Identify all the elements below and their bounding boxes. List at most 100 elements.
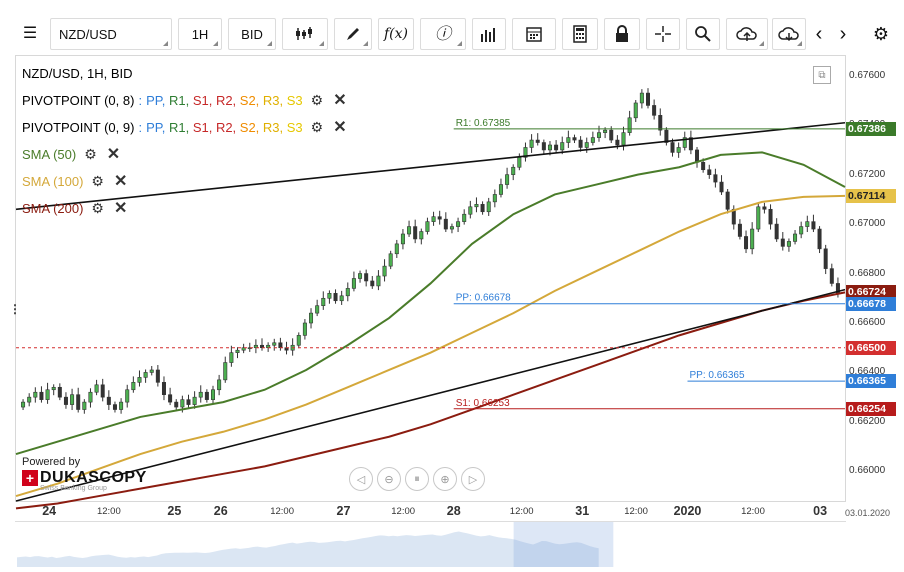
calendar-button[interactable] <box>512 18 556 50</box>
x-tick-label: 31 <box>575 504 590 518</box>
pivot2-items: PP, R1, S1, R2, S2, R3, S3 <box>146 114 303 141</box>
pivot1-close-icon[interactable]: ✕ <box>333 92 347 109</box>
nav-next-button[interactable]: ▷ <box>461 467 485 491</box>
pivot-item-s2: S2, <box>239 93 263 108</box>
menu-button[interactable]: ☰ <box>14 18 46 50</box>
info-icon: ⓘ <box>434 24 451 43</box>
triangle-right-icon: ▷ <box>468 473 478 486</box>
menu-icon: ☰ <box>22 25 38 42</box>
scroll-right-button[interactable]: › <box>832 18 854 50</box>
sma100-close-icon[interactable]: ✕ <box>113 173 128 190</box>
level-s1-label: S1: 0.66253 <box>456 398 510 409</box>
pivot2-close-icon[interactable]: ✕ <box>333 119 347 136</box>
legend-pivot-1: PIVOTPOINT (0, 8) : PP, R1, S1, R2, S2, … <box>22 87 347 114</box>
legend: NZD/USD, 1H, BID PIVOTPOINT (0, 8) : PP,… <box>22 60 347 222</box>
draw-tool-button[interactable] <box>334 18 372 50</box>
pivot2-settings-gear-icon[interactable]: ⚙ <box>310 119 324 135</box>
crosshair-button[interactable] <box>646 18 680 50</box>
candle-body <box>511 166 516 175</box>
pivot-item-pp: PP, <box>146 120 169 135</box>
x-tick-label: 12:00 <box>624 506 648 517</box>
candle-body <box>94 384 99 393</box>
candle-body <box>253 344 258 349</box>
sma100-settings-gear-icon[interactable]: ⚙ <box>91 173 104 189</box>
sma-100--line <box>15 194 846 498</box>
candle-body <box>762 206 767 210</box>
legend-sma100: SMA (100) ⚙ ✕ <box>22 168 347 195</box>
candle-body <box>719 181 724 193</box>
candle-body <box>394 243 399 255</box>
indicator-button[interactable]: f(x) <box>378 18 414 50</box>
settings-gear-icon: ⚙ <box>872 23 890 44</box>
navigator-panel[interactable] <box>15 521 846 567</box>
candle-body <box>603 129 608 133</box>
candle-body <box>480 204 485 213</box>
pivot-item-s3: S3 <box>286 93 303 108</box>
sma100-label: SMA (100) <box>22 174 84 189</box>
zoom-button[interactable] <box>686 18 720 50</box>
legend-pivot-2: PIVOTPOINT (0, 9) : PP, R1, S1, R2, S2, … <box>22 114 347 141</box>
scroll-left-button[interactable]: ‹ <box>808 18 830 50</box>
side-selector[interactable]: BID <box>228 18 276 50</box>
sma-200--line <box>15 291 846 510</box>
candle-body <box>474 204 479 208</box>
candle-body <box>82 401 87 410</box>
brand-name: DUKASCOPY <box>40 469 147 486</box>
nav-reset-button[interactable]: ⏸ <box>405 467 429 491</box>
nav-zoom-in-button[interactable]: ⊕ <box>433 467 457 491</box>
pivot-item-r2: R2, <box>215 93 240 108</box>
drag-handle-icon[interactable]: ⋮ <box>9 302 21 316</box>
timeframe-selector[interactable]: 1H <box>178 18 222 50</box>
sma50-close-icon[interactable]: ✕ <box>106 146 121 163</box>
candle-body <box>505 174 510 185</box>
chart-area[interactable] <box>15 55 846 502</box>
pivot-item-pp: PP, <box>146 93 169 108</box>
candle-body <box>639 92 644 104</box>
expand-icon[interactable]: ⧉ <box>813 66 831 84</box>
pivot1-items: PP, R1, S1, R2, S2, R3, S3 <box>146 87 303 114</box>
pivot1-settings-gear-icon[interactable]: ⚙ <box>310 92 324 108</box>
upload-cloud-icon <box>736 27 757 41</box>
volume-button[interactable] <box>472 18 506 50</box>
upload-button[interactable] <box>726 18 768 50</box>
nav-zoom-out-button[interactable]: ⊖ <box>377 467 401 491</box>
candle-body <box>351 278 356 289</box>
candle-body <box>131 382 136 391</box>
candle-body <box>805 221 810 227</box>
candle-body <box>572 137 577 141</box>
candle-body <box>786 241 791 247</box>
candle-body <box>725 191 730 210</box>
instrument-selector[interactable]: NZD/USD <box>50 18 172 50</box>
candle-body <box>364 273 369 282</box>
download-button[interactable] <box>772 18 806 50</box>
y-tick-label: 0.66600 <box>849 317 886 328</box>
instrument-label: NZD/USD <box>59 26 117 42</box>
candle-body <box>106 396 111 405</box>
lock-button[interactable] <box>604 18 640 50</box>
sma200-settings-gear-icon[interactable]: ⚙ <box>91 200 104 216</box>
candle-body <box>658 115 663 131</box>
volume-bars-icon <box>481 28 495 42</box>
candle-body <box>547 144 552 151</box>
y-tick-label: 0.66400 <box>849 366 886 378</box>
swiss-cross-icon: + <box>22 470 38 486</box>
sma200-close-icon[interactable]: ✕ <box>113 200 128 217</box>
zoom-in-icon: ⊕ <box>440 473 450 486</box>
navigator-window[interactable] <box>513 522 614 567</box>
nav-prev-button[interactable]: ◁ <box>349 467 373 491</box>
pivot2-sep: : <box>138 120 143 135</box>
calculator-button[interactable] <box>562 18 598 50</box>
sma50-settings-gear-icon[interactable]: ⚙ <box>84 146 97 162</box>
chart-type-button[interactable] <box>282 18 328 50</box>
candle-body <box>456 221 461 227</box>
y-tick-label: 0.67600 <box>849 69 886 81</box>
candle-body <box>584 142 589 148</box>
y-tick-label: 0.66000 <box>849 465 886 477</box>
info-button[interactable]: ⓘ <box>420 18 466 50</box>
pivot-item-r1: R1, <box>168 120 193 135</box>
settings-button[interactable]: ⚙ <box>868 18 894 50</box>
y-tick-label: 0.66800 <box>849 267 886 279</box>
price-badge: 0.67386 <box>846 121 896 136</box>
candle-body <box>161 382 166 395</box>
x-tick-label: 12:00 <box>270 506 294 517</box>
